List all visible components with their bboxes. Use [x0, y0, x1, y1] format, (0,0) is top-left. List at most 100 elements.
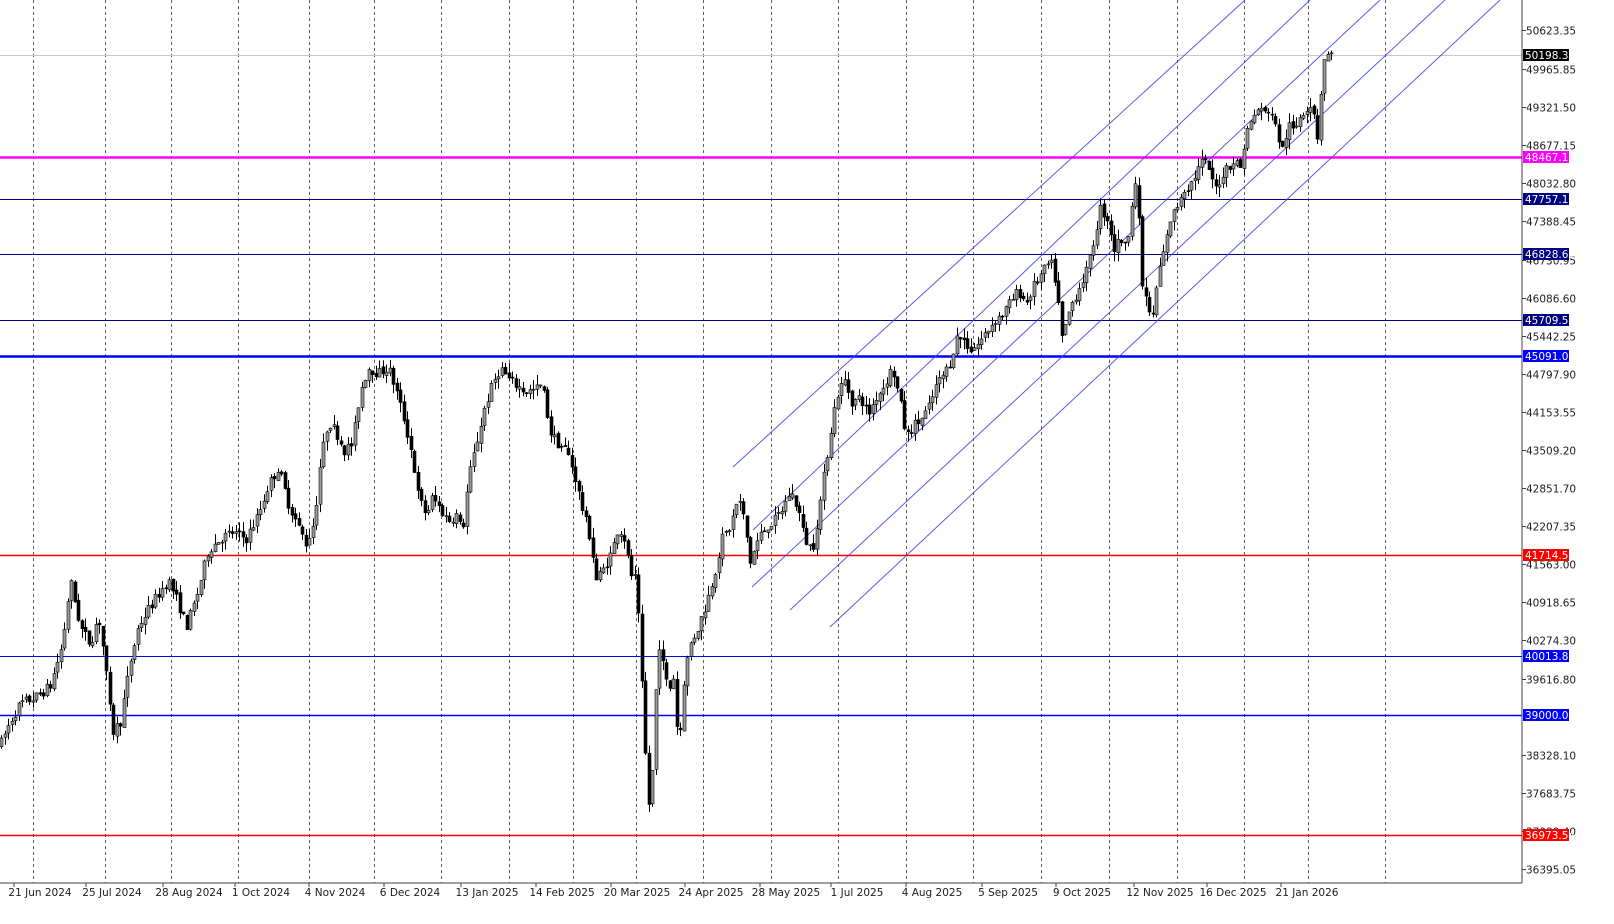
time-tick-label: 4 Nov 2024	[305, 887, 366, 899]
bullish-candle	[535, 384, 540, 390]
bullish-candle	[1301, 115, 1306, 119]
bearish-candle	[559, 445, 564, 448]
bullish-candle	[356, 407, 361, 422]
bearish-candle	[1147, 297, 1152, 313]
bullish-candle	[1116, 238, 1121, 254]
bullish-candle	[1042, 264, 1047, 274]
bullish-candle	[1063, 324, 1068, 335]
bearish-candle	[507, 372, 512, 379]
bullish-candle	[706, 594, 711, 612]
bearish-candle	[244, 537, 249, 544]
bullish-candle	[657, 649, 662, 689]
bearish-candle	[748, 537, 753, 564]
price-tick-label: 49965.85	[1526, 65, 1576, 77]
bearish-candle	[801, 514, 806, 528]
bullish-candle	[1049, 259, 1054, 264]
bearish-candle	[279, 471, 284, 475]
channel-line[interactable]	[751, 0, 1381, 588]
price-tick-label: 45442.25	[1526, 332, 1576, 344]
bearish-candle	[762, 530, 767, 533]
bullish-candle	[682, 684, 687, 732]
price-tick-label: 40918.65	[1526, 598, 1576, 610]
channel-line[interactable]	[789, 0, 1446, 611]
price-axis[interactable]: 50623.35 49965.85 49321.50 48677.15 48032.80…	[1522, 26, 1576, 877]
bullish-candle	[685, 657, 690, 687]
bearish-candle	[297, 518, 302, 526]
bullish-candle	[1011, 299, 1016, 301]
bearish-candle	[965, 338, 970, 349]
bullish-candle	[776, 512, 781, 514]
channel-line[interactable]	[732, 0, 1246, 468]
bearish-candle	[185, 615, 190, 630]
bullish-candle	[353, 422, 358, 446]
bullish-candle	[822, 471, 827, 501]
bullish-candle	[724, 531, 729, 533]
time-tick-label: 5 Sep 2025	[978, 887, 1038, 899]
level-price-badge-text: 41714.59	[1525, 550, 1575, 562]
bullish-candle	[1154, 287, 1159, 316]
bearish-candle	[556, 432, 561, 449]
bearish-candle	[335, 425, 340, 440]
bullish-candle	[209, 551, 214, 558]
bullish-candle	[955, 335, 960, 355]
bullish-candle	[388, 367, 393, 374]
price-tick-label: 36395.05	[1526, 865, 1576, 877]
time-axis[interactable]: 21 Jun 2024 25 Jul 2024 28 Aug 2024 1 Oct 2…	[8, 883, 1339, 899]
bearish-candle	[41, 692, 46, 697]
bearish-candle	[164, 587, 169, 589]
bearish-candle	[860, 396, 865, 406]
bullish-candle	[766, 529, 771, 533]
bullish-candle	[1193, 177, 1198, 181]
bullish-candle	[1039, 273, 1044, 283]
bullish-candle	[598, 570, 603, 581]
bullish-candle	[692, 637, 697, 643]
bearish-candle	[521, 387, 526, 393]
horizontal-levels[interactable]	[0, 55, 1522, 837]
bullish-candle	[1284, 138, 1289, 148]
channel-line[interactable]	[829, 0, 1501, 628]
bullish-candle	[1007, 299, 1012, 309]
price-tick-label: 41563.00	[1526, 560, 1576, 572]
channel-line[interactable]	[752, 0, 1311, 531]
level-price-badge-text: 45709.56	[1525, 315, 1575, 327]
bullish-candle	[318, 467, 323, 505]
bullish-candle	[937, 377, 942, 385]
bearish-candle	[76, 599, 81, 621]
bearish-candle	[1140, 216, 1145, 287]
bullish-candle	[871, 404, 876, 414]
bullish-candle	[808, 544, 813, 547]
bearish-candle	[1112, 234, 1117, 253]
bearish-candle	[804, 527, 809, 545]
price-tick-label: 46086.60	[1526, 294, 1576, 306]
bullish-candle	[528, 389, 533, 394]
bullish-candle	[262, 500, 267, 509]
bullish-candle	[787, 496, 792, 501]
bearish-candle	[1312, 105, 1317, 115]
bearish-candle	[542, 386, 547, 391]
level-price-badge-text: 45091.01	[1525, 351, 1575, 363]
bullish-candle	[451, 521, 456, 524]
bullish-candle	[857, 395, 862, 400]
bullish-candle	[426, 509, 431, 514]
bullish-candle	[69, 580, 74, 601]
bullish-candle	[195, 594, 200, 602]
bearish-candle	[290, 507, 295, 516]
level-price-badge	[1523, 709, 1569, 721]
bullish-candle	[1091, 245, 1096, 256]
bullish-candle	[115, 723, 120, 737]
bullish-candle	[874, 400, 879, 405]
bullish-candle	[990, 324, 995, 332]
bullish-candle	[454, 513, 459, 524]
bullish-candle	[199, 580, 204, 596]
bullish-candle	[825, 457, 830, 472]
bullish-candle	[1084, 266, 1089, 284]
price-tick-label: 40274.30	[1526, 636, 1576, 648]
bullish-candle	[20, 700, 25, 703]
bearish-candle	[892, 370, 897, 378]
regression-channel-lines[interactable]	[732, 0, 1501, 628]
bullish-candle	[1294, 125, 1299, 128]
bullish-candle	[59, 649, 64, 663]
bearish-candle	[423, 500, 428, 514]
bearish-candle	[510, 376, 515, 379]
